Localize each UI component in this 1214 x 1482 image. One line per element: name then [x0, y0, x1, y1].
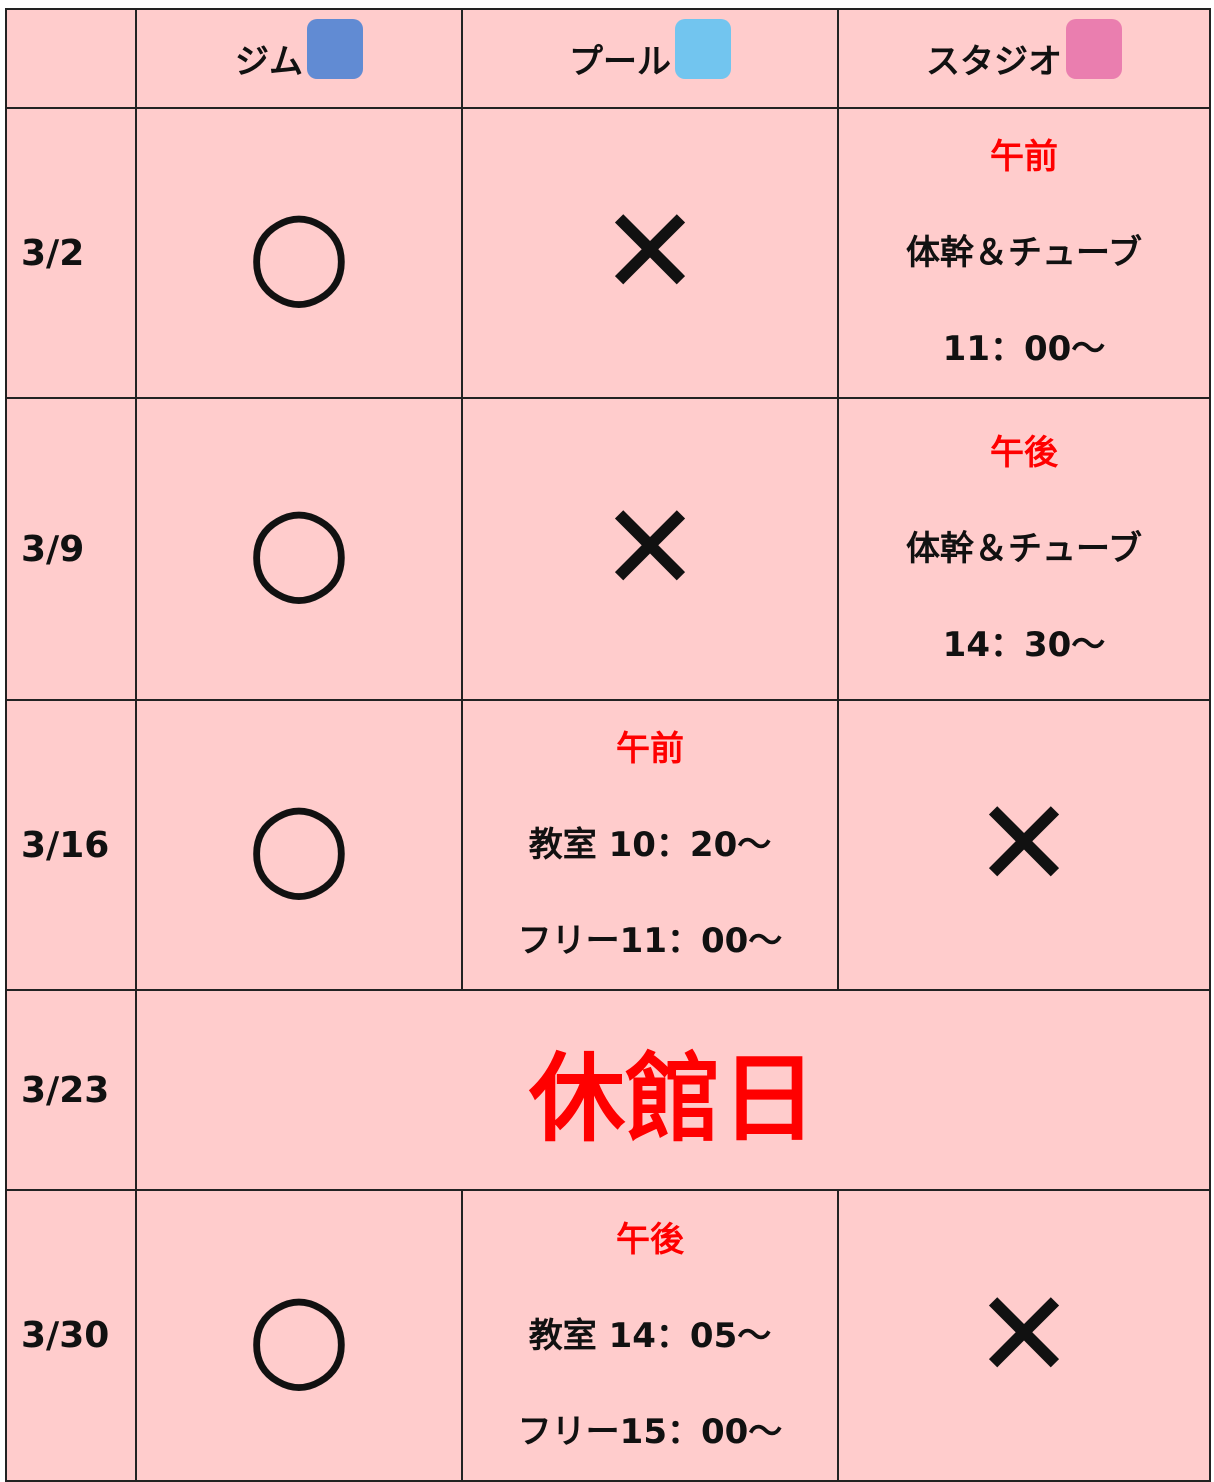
slot-cell: 午後体幹＆チューブ 14：30〜 [837, 397, 1211, 701]
status-mark: ○ [246, 183, 352, 322]
session-line: 教室 14：05〜 [528, 1315, 772, 1356]
date-cell: 3/2 [5, 107, 137, 399]
status-mark: ○ [246, 479, 352, 618]
status-mark: ○ [246, 1265, 352, 1405]
session-period: 午後 [990, 433, 1058, 473]
session-line: 14：30〜 [942, 625, 1106, 665]
header-cell: プール [461, 8, 839, 109]
slot-cell: ○ [135, 397, 463, 701]
slot-cell: ✕ [461, 397, 839, 701]
status-mark: ✕ [599, 479, 701, 618]
session-line: 11：00〜 [942, 329, 1106, 369]
icon [307, 18, 363, 79]
slot-cell: ○ [135, 1189, 463, 1482]
status-mark: ✕ [599, 183, 701, 322]
header-label: ジム [235, 42, 303, 82]
header-cell: スタジオ [837, 8, 1211, 109]
date-cell: 3/30 [5, 1189, 137, 1482]
slot-cell: 午前体幹＆チューブ 11：00〜 [837, 107, 1211, 399]
session-period: 午前 [616, 729, 684, 769]
date-cell: 3/23 [5, 989, 137, 1191]
date-label: 3/16 [21, 824, 110, 866]
header-label: プール [569, 42, 671, 82]
header-corner [5, 8, 137, 109]
header-cell: ジム [135, 8, 463, 109]
session-line: 体幹＆チューブ [906, 233, 1142, 273]
slot-cell: 午前教室 10：20〜 フリー11：00〜 [461, 699, 839, 991]
status-mark: ✕ [973, 1265, 1075, 1405]
session-line: フリー11：00〜 [517, 921, 783, 961]
date-label: 3/9 [21, 528, 85, 570]
slot-cell: ✕ [461, 107, 839, 399]
date-label: 3/2 [21, 232, 85, 274]
session-line: 体幹＆チューブ [906, 529, 1142, 569]
header-label: スタジオ [926, 42, 1062, 82]
slot-cell: ✕ [837, 1189, 1211, 1482]
session-line: 教室 10：20〜 [528, 825, 772, 865]
date-cell: 3/16 [5, 699, 137, 991]
session-period: 午後 [616, 1219, 684, 1260]
date-cell: 3/9 [5, 397, 137, 701]
slot-cell: ○ [135, 699, 463, 991]
status-mark: ○ [246, 775, 352, 914]
date-label: 3/30 [21, 1315, 110, 1356]
session-line: フリー15：00〜 [517, 1411, 783, 1452]
status-mark: ✕ [973, 775, 1075, 914]
closed-cell: 休館日 [135, 989, 1211, 1191]
date-label: 3/23 [21, 1069, 110, 1111]
session-period: 午前 [990, 137, 1058, 177]
icon [1066, 18, 1122, 79]
slot-cell: 午後教室 14：05〜 フリー15：00〜 [461, 1189, 839, 1482]
closed-label: 休館日 [529, 1042, 817, 1155]
icon [675, 18, 731, 79]
slot-cell: ✕ [837, 699, 1211, 991]
slot-cell: ○ [135, 107, 463, 399]
